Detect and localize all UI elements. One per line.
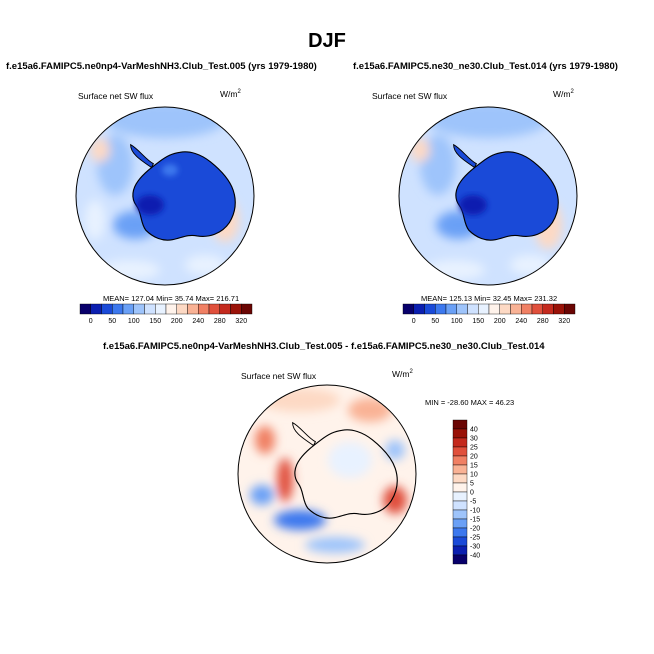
colorbar-3-box xyxy=(452,491,468,502)
colorbar-2-tick-label: 240 xyxy=(515,318,527,325)
colorbar-2-box xyxy=(542,303,554,315)
colorbar-3-box xyxy=(452,545,468,556)
colorbar-2-tick-label: 0 xyxy=(412,318,416,325)
colorbar-2-box xyxy=(510,303,522,315)
colorbar-3-box xyxy=(452,437,468,448)
colorbar-3-box xyxy=(452,428,468,439)
colorbar-3-tick-label: 40 xyxy=(470,427,478,434)
colorbar-1-box xyxy=(219,303,231,315)
colorbar-3-tick-label: 10 xyxy=(470,472,478,479)
colorbar-1-tick-label: 240 xyxy=(192,318,204,325)
colorbar-1-box xyxy=(230,303,242,315)
panel-1-units: W/m2 xyxy=(220,89,241,99)
panel-3-stats: MIN = -28.60 MAX = 46.23 xyxy=(425,398,515,407)
colorbar-3-tick-label: -15 xyxy=(470,517,480,524)
colorbar-3-tick-label: 30 xyxy=(470,436,478,443)
colorbar-1-box xyxy=(112,303,124,315)
colorbar-2-box xyxy=(499,303,511,315)
colorbar-2-tick-label: 200 xyxy=(494,318,506,325)
colorbar-1-box xyxy=(176,303,188,315)
colorbar-2-box xyxy=(553,303,565,315)
colorbar-1-box xyxy=(165,303,177,315)
colorbar-1-tick-label: 100 xyxy=(128,318,140,325)
colorbar-2-box xyxy=(435,303,447,315)
colorbar-3-tick-label: 5 xyxy=(470,481,474,488)
colorbar-3-box xyxy=(452,464,468,475)
colorbar-1-box xyxy=(144,303,156,315)
colorbar-2-box xyxy=(413,303,425,315)
panel-2-map xyxy=(399,107,577,285)
colorbar-3-tick-label: -10 xyxy=(470,508,480,515)
panel-1-map xyxy=(76,107,254,285)
colorbar-2-box xyxy=(467,303,479,315)
colorbar-3-box xyxy=(452,518,468,529)
colorbar-3-box xyxy=(452,455,468,466)
panel-3-colorbar: 40 30 25 20 15 10 5 0 -5 -10 -15 -20 -25 -30 -40 xyxy=(452,419,480,565)
colorbar-2-box xyxy=(488,303,500,315)
colorbar-2-tick-label: 100 xyxy=(451,318,463,325)
colorbar-1-box xyxy=(198,303,210,315)
colorbar-2-tick-label: 150 xyxy=(472,318,484,325)
colorbar-2-box xyxy=(478,303,490,315)
panel-3-units: W/m2 xyxy=(392,369,413,379)
colorbar-1-box xyxy=(101,303,113,315)
colorbar-3-box xyxy=(452,482,468,493)
colorbar-3-box xyxy=(452,446,468,457)
colorbar-1-box xyxy=(155,303,167,315)
panel-3-case-title: f.e15a6.FAMIPC5.ne0np4-VarMeshNH3.Club_T… xyxy=(103,341,545,352)
panel-2-colorbar: 0 50 100 150 200 240 280 320 xyxy=(402,303,576,325)
colorbar-1-tick-label: 0 xyxy=(89,318,93,325)
colorbar-1-box xyxy=(208,303,220,315)
colorbar-3-box xyxy=(452,473,468,484)
colorbar-1-box xyxy=(90,303,102,315)
colorbar-2-tick-label: 280 xyxy=(537,318,549,325)
panel-1-stats: MEAN= 127.04 Min= 35.74 Max= 216.71 xyxy=(103,294,240,303)
colorbar-3-tick-label: -30 xyxy=(470,544,480,551)
colorbar-2-box xyxy=(445,303,457,315)
colorbar-3-tick-label: -20 xyxy=(470,526,480,533)
colorbar-3-box xyxy=(452,536,468,547)
figure-title: DJF xyxy=(308,30,346,52)
colorbar-3-tick-label: 25 xyxy=(470,445,478,452)
panel-1-variable-label: Surface net SW flux xyxy=(78,91,154,101)
colorbar-3-box xyxy=(452,500,468,511)
colorbar-1-box xyxy=(122,303,134,315)
colorbar-2-box xyxy=(564,303,576,315)
colorbar-3-tick-label: 15 xyxy=(470,463,478,470)
colorbar-1-box xyxy=(241,303,253,315)
panel-3-variable-label: Surface net SW flux xyxy=(241,371,317,381)
colorbar-2-tick-label: 320 xyxy=(558,318,570,325)
panel-2-case-title: f.e15a6.FAMIPC5.ne30_ne30.Club_Test.014 … xyxy=(353,61,618,72)
panel-1-case-title: f.e15a6.FAMIPC5.ne0np4-VarMeshNH3.Club_T… xyxy=(6,61,317,72)
colorbar-2-box xyxy=(402,303,414,315)
colorbar-1-tick-label: 50 xyxy=(108,318,116,325)
colorbar-1-tick-label: 320 xyxy=(235,318,247,325)
colorbar-3-box xyxy=(452,554,468,565)
colorbar-3-box xyxy=(452,527,468,538)
colorbar-3-tick-label: 20 xyxy=(470,454,478,461)
colorbar-1-box xyxy=(133,303,145,315)
panel-1-colorbar: 0 50 100 150 200 240 280 320 xyxy=(79,303,253,325)
colorbar-3-tick-label: 0 xyxy=(470,490,474,497)
colorbar-3-box xyxy=(452,419,468,430)
colorbar-3-box xyxy=(452,509,468,520)
colorbar-3-tick-label: -40 xyxy=(470,553,480,560)
colorbar-2-box xyxy=(521,303,533,315)
colorbar-1-tick-label: 150 xyxy=(149,318,161,325)
colorbar-2-tick-label: 50 xyxy=(431,318,439,325)
colorbar-3-tick-label: -5 xyxy=(470,499,476,506)
colorbar-1-tick-label: 200 xyxy=(171,318,183,325)
colorbar-1-tick-label: 280 xyxy=(214,318,226,325)
panel-3-map xyxy=(238,385,416,563)
panel-2-units: W/m2 xyxy=(553,89,574,99)
colorbar-2-box xyxy=(531,303,543,315)
colorbar-3-tick-label: -25 xyxy=(470,535,480,542)
panel-2-variable-label: Surface net SW flux xyxy=(372,91,448,101)
colorbar-2-box xyxy=(456,303,468,315)
panel-2-stats: MEAN= 125.13 Min= 32.45 Max= 231.32 xyxy=(421,294,558,303)
colorbar-1-box xyxy=(79,303,91,315)
colorbar-2-box xyxy=(424,303,436,315)
colorbar-1-box xyxy=(187,303,199,315)
